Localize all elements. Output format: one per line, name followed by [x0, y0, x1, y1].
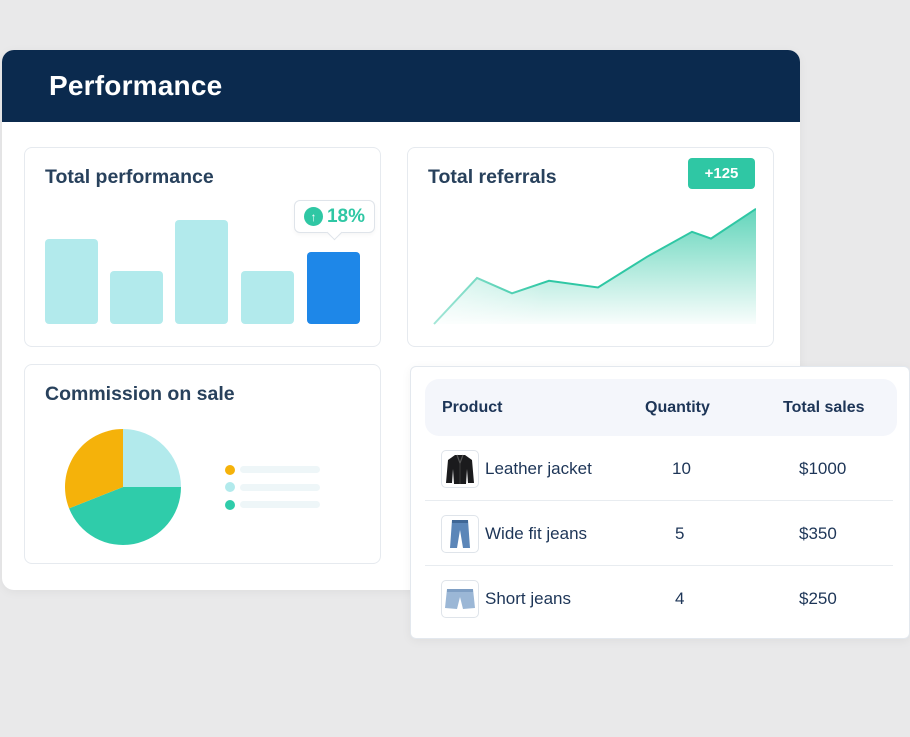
product-quantity: 4 — [675, 589, 685, 608]
table-row[interactable]: Short jeans 4 $250 — [425, 566, 893, 631]
total-performance-title: Total performance — [45, 166, 214, 188]
sales-table: Product Quantity Total sales Leather jac… — [410, 366, 910, 639]
page-title: Performance — [49, 70, 223, 101]
performance-bar — [307, 252, 360, 324]
pie-slice — [69, 487, 181, 546]
commission-card[interactable]: Commission on sale — [24, 364, 381, 564]
legend-dot — [225, 482, 235, 493]
total-referrals-title: Total referrals — [428, 166, 557, 188]
referrals-area-chart — [426, 206, 756, 326]
column-header-product[interactable]: Product — [442, 399, 503, 416]
column-header-total-sales[interactable]: Total sales — [783, 399, 865, 416]
performance-bar — [175, 220, 228, 324]
panel-header: Performance — [2, 50, 800, 122]
product-name: Wide fit jeans — [485, 524, 588, 543]
legend-placeholder-bar — [240, 466, 320, 474]
arrow-up-icon: ↑ — [303, 207, 323, 226]
performance-panel: Performance Total performance ↑ 18% Tota… — [2, 50, 800, 590]
performance-bar — [241, 271, 294, 324]
commission-legend — [225, 461, 320, 514]
product-total: $250 — [799, 589, 837, 608]
legend-placeholder-bar — [240, 501, 320, 509]
column-header-quantity[interactable]: Quantity — [645, 399, 710, 416]
legend-placeholder-bar — [240, 483, 320, 491]
jeans-icon — [441, 515, 479, 553]
total-performance-card[interactable]: Total performance ↑ 18% — [24, 147, 381, 347]
legend-item — [225, 479, 320, 497]
leather-jacket-icon — [441, 450, 479, 488]
referrals-count-badge: +125 — [688, 158, 755, 189]
product-quantity: 5 — [675, 524, 685, 543]
product-name: Leather jacket — [485, 459, 592, 478]
total-referrals-card[interactable]: Total referrals +125 — [407, 147, 774, 347]
product-quantity: 10 — [672, 459, 691, 478]
product-total: $350 — [799, 524, 837, 543]
commission-pie-chart — [64, 429, 181, 546]
performance-change-value: 18% — [326, 205, 366, 227]
table-row[interactable]: Wide fit jeans 5 $350 — [425, 501, 893, 566]
shorts-icon — [441, 580, 479, 618]
table-header: Product Quantity Total sales — [425, 379, 897, 436]
performance-bar — [110, 271, 163, 324]
performance-bar — [45, 239, 98, 324]
pie-slice — [64, 429, 123, 509]
legend-item — [225, 496, 320, 514]
legend-item — [225, 461, 320, 479]
performance-change-badge: ↑ 18% — [294, 200, 375, 233]
table-row[interactable]: Leather jacket 10 $1000 — [425, 436, 893, 501]
product-name: Short jeans — [485, 589, 571, 608]
referrals-fade — [426, 206, 546, 326]
legend-dot — [225, 464, 235, 475]
pie-slice — [123, 429, 181, 487]
commission-title: Commission on sale — [45, 383, 235, 405]
product-total: $1000 — [799, 459, 847, 478]
legend-dot — [225, 499, 235, 510]
